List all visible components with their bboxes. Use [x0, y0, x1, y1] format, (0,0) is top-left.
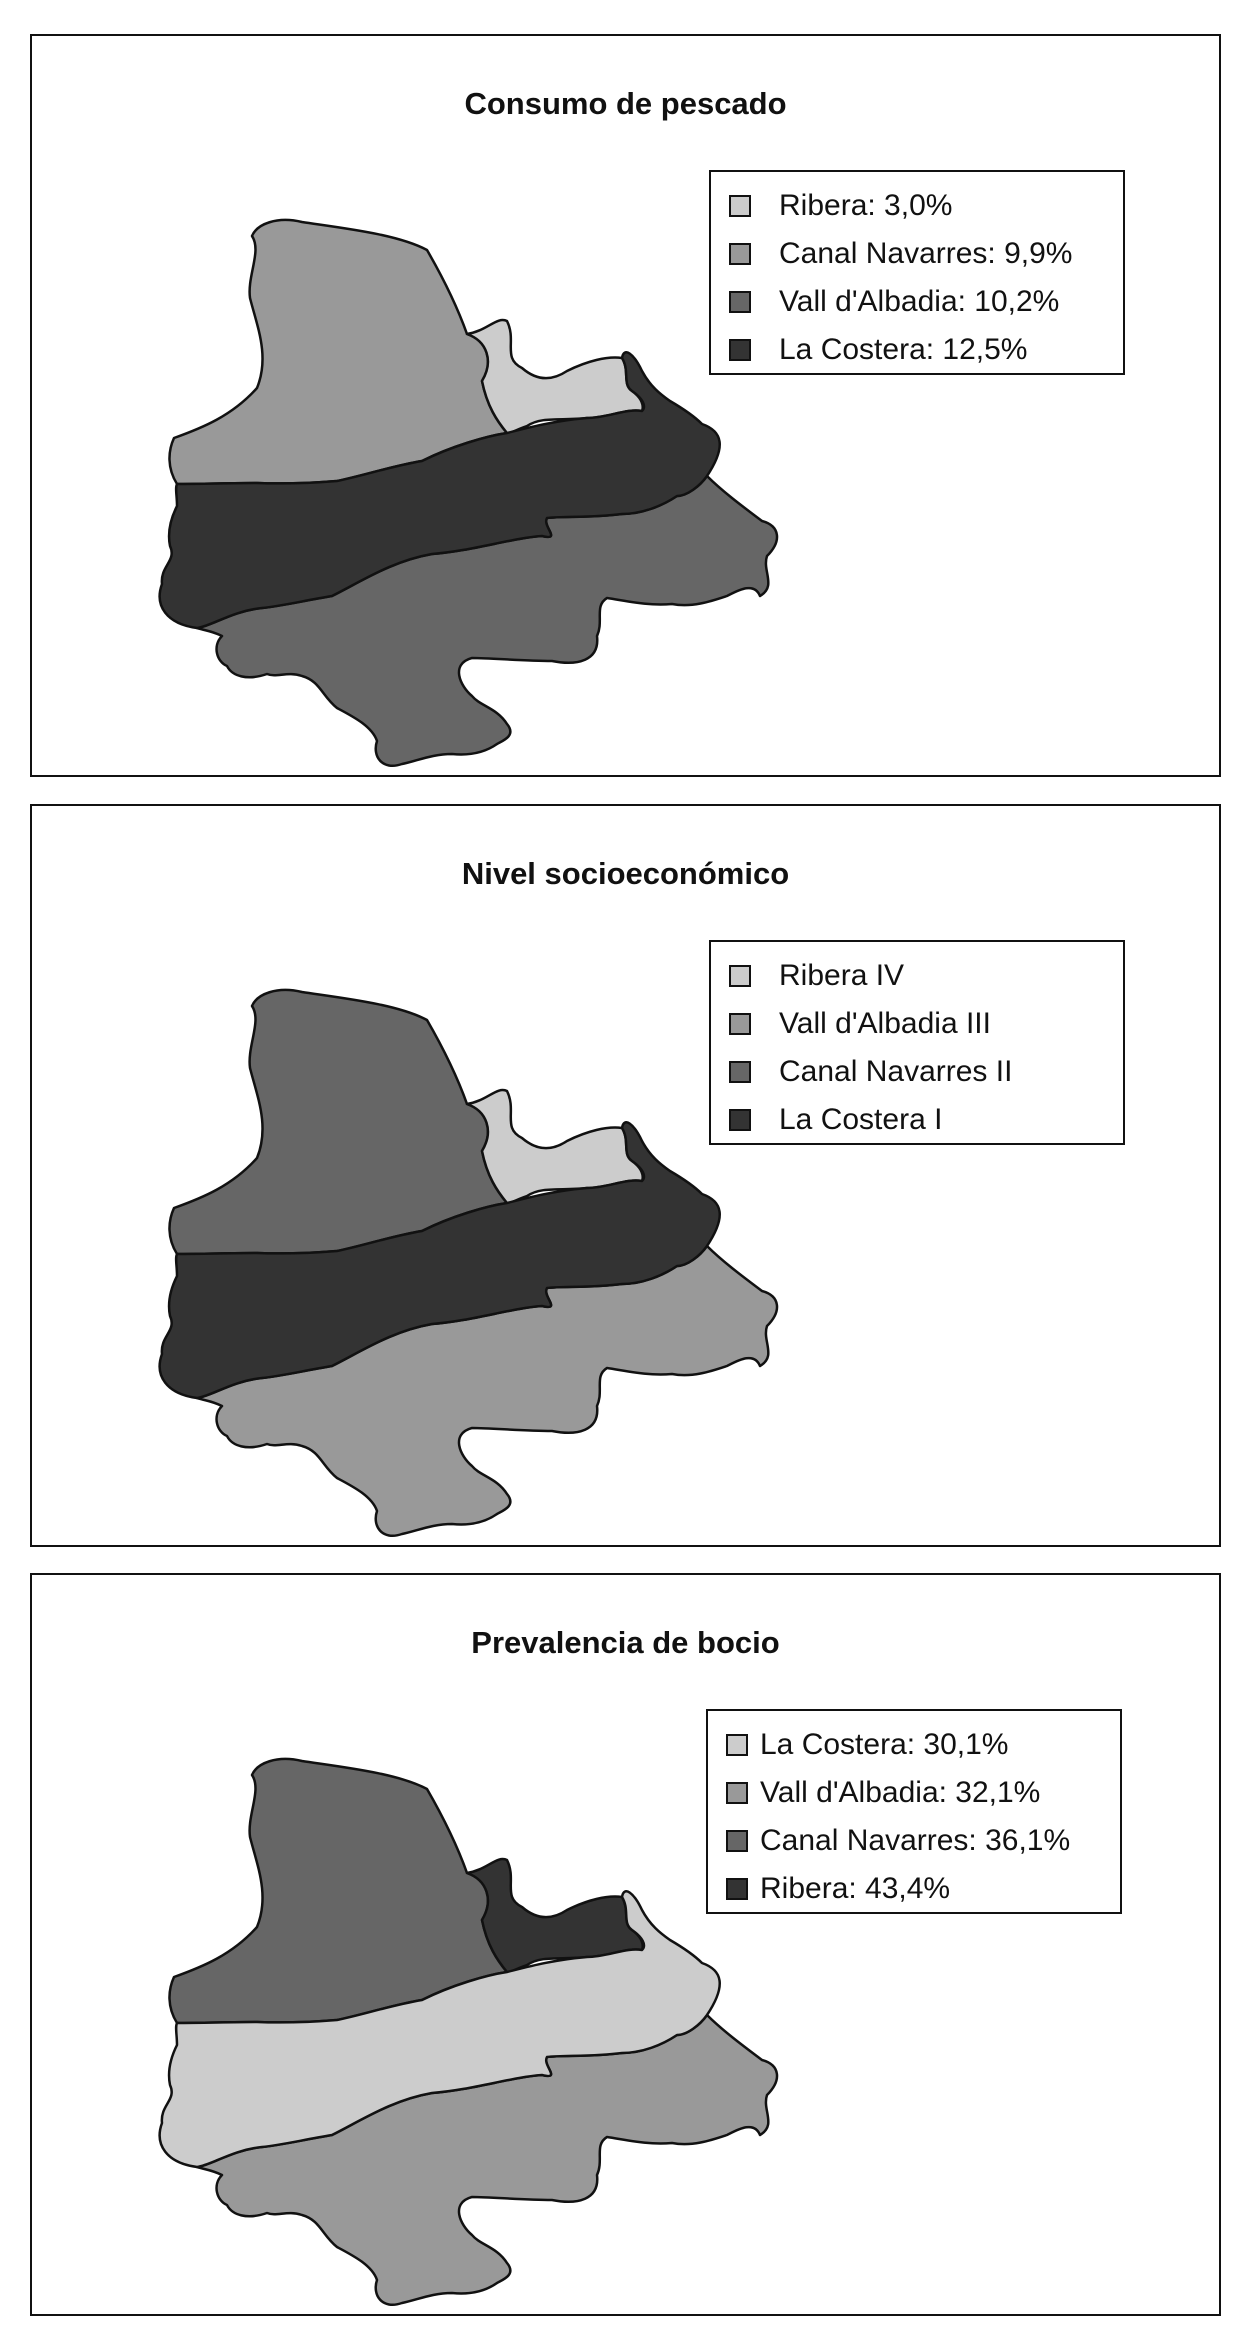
legend-item: La Costera: 30,1%	[726, 1721, 1120, 1769]
map-legend: Ribera IV Vall d'Albadia III Canal Navar…	[709, 940, 1125, 1145]
legend-item: Canal Navarres: 36,1%	[726, 1817, 1120, 1865]
legend-swatch	[729, 1013, 751, 1035]
legend-swatch	[729, 291, 751, 313]
legend-swatch	[729, 339, 751, 361]
legend-item: Ribera: 43,4%	[726, 1865, 1120, 1913]
legend-label: La Costera I	[779, 1103, 943, 1136]
region-canal-navarres	[168, 1757, 509, 2025]
legend-item: Vall d'Albadia: 10,2%	[729, 278, 1123, 326]
legend-swatch	[729, 1109, 751, 1131]
map-legend: La Costera: 30,1% Vall d'Albadia: 32,1% …	[706, 1709, 1122, 1914]
region-canal-navarres	[168, 988, 509, 1256]
legend-item: La Costera I	[729, 1096, 1123, 1144]
legend-label: La Costera: 30,1%	[760, 1728, 1009, 1761]
map-panel-socioeconomic-level: Nivel socioeconómico Ribera IV Vall d'Al…	[30, 804, 1221, 1547]
legend-swatch	[729, 965, 751, 987]
legend-item: La Costera: 12,5%	[729, 326, 1123, 374]
map-legend: Ribera: 3,0% Canal Navarres: 9,9% Vall d…	[709, 170, 1125, 375]
legend-item: Ribera IV	[729, 952, 1123, 1000]
legend-label: La Costera: 12,5%	[779, 333, 1028, 366]
region-map	[158, 1757, 779, 2307]
legend-swatch	[726, 1830, 748, 1852]
legend-label: Ribera: 43,4%	[760, 1872, 951, 1905]
legend-swatch	[726, 1734, 748, 1756]
map-title: Nivel socioeconómico	[461, 856, 790, 891]
map-title: Prevalencia de bocio	[471, 1625, 780, 1660]
legend-label: Canal Navarres: 9,9%	[779, 237, 1073, 270]
region-canal-navarres	[168, 218, 509, 486]
legend-swatch	[726, 1782, 748, 1804]
legend-item: Vall d'Albadia III	[729, 1000, 1123, 1048]
legend-swatch	[729, 195, 751, 217]
region-map	[158, 218, 779, 768]
legend-item: Ribera: 3,0%	[729, 182, 1123, 230]
map-title: Consumo de pescado	[464, 86, 787, 121]
legend-label: Ribera: 3,0%	[779, 189, 953, 222]
legend-label: Canal Navarres II	[779, 1055, 1013, 1088]
legend-swatch	[729, 243, 751, 265]
legend-label: Vall d'Albadia: 10,2%	[779, 285, 1060, 318]
legend-item: Canal Navarres: 9,9%	[729, 230, 1123, 278]
legend-swatch	[729, 1061, 751, 1083]
legend-item: Vall d'Albadia: 32,1%	[726, 1769, 1120, 1817]
map-panel-goiter-prevalence: Prevalencia de bocio La Costera: 30,1% V…	[30, 1573, 1221, 2316]
legend-label: Vall d'Albadia III	[779, 1007, 991, 1040]
legend-swatch	[726, 1878, 748, 1900]
legend-label: Ribera IV	[779, 959, 905, 992]
legend-label: Vall d'Albadia: 32,1%	[760, 1776, 1041, 1809]
legend-item: Canal Navarres II	[729, 1048, 1123, 1096]
legend-label: Canal Navarres: 36,1%	[760, 1824, 1071, 1857]
map-panel-fish-consumption: Consumo de pescado Ribera: 3,0% Canal Na…	[30, 34, 1221, 777]
region-map	[158, 988, 779, 1538]
